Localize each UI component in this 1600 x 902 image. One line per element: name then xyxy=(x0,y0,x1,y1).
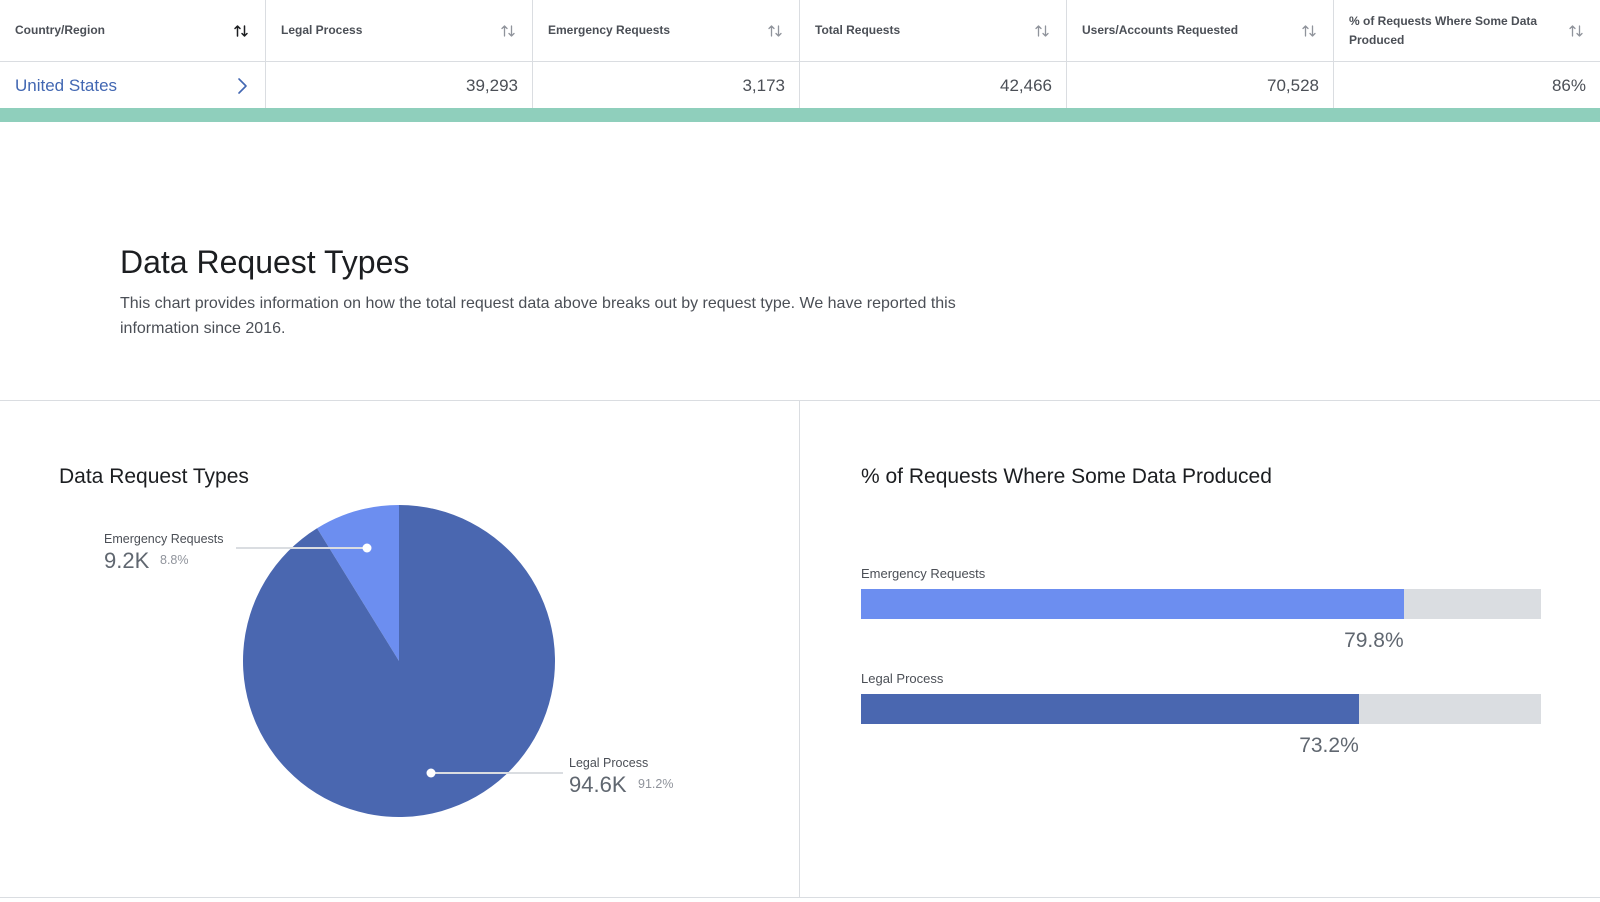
bar-row-legal-process: Legal Process 73.2% xyxy=(861,670,1541,757)
column-header-label: % of Requests Where Some Data Produced xyxy=(1349,13,1538,47)
cell-users-accounts-requested: 70,528 xyxy=(1067,62,1334,109)
bar-value: 73.2% xyxy=(1299,734,1359,757)
bar-fill-legal-process[interactable] xyxy=(861,694,1359,724)
column-header-percent-data-produced[interactable]: % of Requests Where Some Data Produced xyxy=(1334,0,1600,61)
column-header-label: Emergency Requests xyxy=(548,23,671,37)
bar-row-emergency-requests: Emergency Requests 79.8% xyxy=(861,565,1541,652)
bar-value: 79.8% xyxy=(1344,629,1404,652)
section-divider xyxy=(0,400,1600,401)
sort-icon[interactable] xyxy=(1301,23,1317,39)
pie-chart-title: Data Request Types xyxy=(59,465,249,488)
bar-label: Emergency Requests xyxy=(861,566,986,581)
cell-total-requests: 42,466 xyxy=(800,62,1067,109)
column-header-label: Legal Process xyxy=(281,23,363,37)
cell-emergency-requests: 3,173 xyxy=(533,62,800,109)
column-header-legal-process[interactable]: Legal Process xyxy=(266,0,533,61)
pie-label-legal-name: Legal Process xyxy=(569,756,648,770)
leader-dot-legal xyxy=(426,768,436,778)
pie-label-legal-percent: 91.2% xyxy=(638,777,673,791)
accent-divider-bar xyxy=(0,108,1600,122)
bottom-divider xyxy=(0,897,1600,898)
sort-icon[interactable] xyxy=(767,23,783,39)
bar-track: 79.8% xyxy=(861,589,1541,652)
table-row[interactable]: United States 39,293 3,173 42,466 70,528… xyxy=(0,62,1600,109)
pie-chart: Emergency Requests 9.2K 8.8% Legal Proce… xyxy=(104,505,673,818)
cell-legal-process: 39,293 xyxy=(266,62,533,109)
chevron-right-icon[interactable] xyxy=(235,77,249,95)
panel-divider xyxy=(799,401,800,897)
column-header-country[interactable]: Country/Region xyxy=(0,0,266,61)
pie-label-emergency-percent: 8.8% xyxy=(160,553,189,567)
bar-track: 73.2% xyxy=(861,694,1541,757)
column-header-emergency-requests[interactable]: Emergency Requests xyxy=(533,0,800,61)
table-header-row: Country/Region Legal Process Emergency R… xyxy=(0,0,1600,62)
column-header-total-requests[interactable]: Total Requests xyxy=(800,0,1067,61)
requests-table: Country/Region Legal Process Emergency R… xyxy=(0,0,1600,109)
bar-chart-title: % of Requests Where Some Data Produced xyxy=(861,465,1272,488)
sort-icon[interactable] xyxy=(500,23,516,39)
sort-icon[interactable] xyxy=(233,23,249,39)
column-header-label: Users/Accounts Requested xyxy=(1082,23,1239,37)
bar-fill-emergency-requests[interactable] xyxy=(861,589,1404,619)
section-title: Data Request Types xyxy=(120,244,410,280)
pie-slice-legal-process[interactable] xyxy=(242,505,556,818)
cell-percent-data-produced: 86% xyxy=(1551,75,1586,95)
country-link[interactable]: United States xyxy=(15,75,118,95)
column-header-users-accounts-requested[interactable]: Users/Accounts Requested xyxy=(1067,0,1334,61)
leader-dot-emergency xyxy=(362,543,372,553)
pie-label-emergency-name: Emergency Requests xyxy=(104,532,224,546)
bar-label: Legal Process xyxy=(861,671,944,686)
sort-icon[interactable] xyxy=(1034,23,1050,39)
country-link-cell[interactable]: United States xyxy=(0,62,266,109)
pie-label-legal-value: 94.6K xyxy=(569,772,627,797)
pie-label-emergency-value: 9.2K xyxy=(104,548,150,573)
column-header-label: Country/Region xyxy=(15,23,105,37)
pie-slice-emergency-requests[interactable] xyxy=(317,505,399,661)
column-header-label: Total Requests xyxy=(815,23,901,37)
sort-icon[interactable] xyxy=(1568,23,1584,39)
section-description: This chart provides information on how t… xyxy=(120,295,956,337)
